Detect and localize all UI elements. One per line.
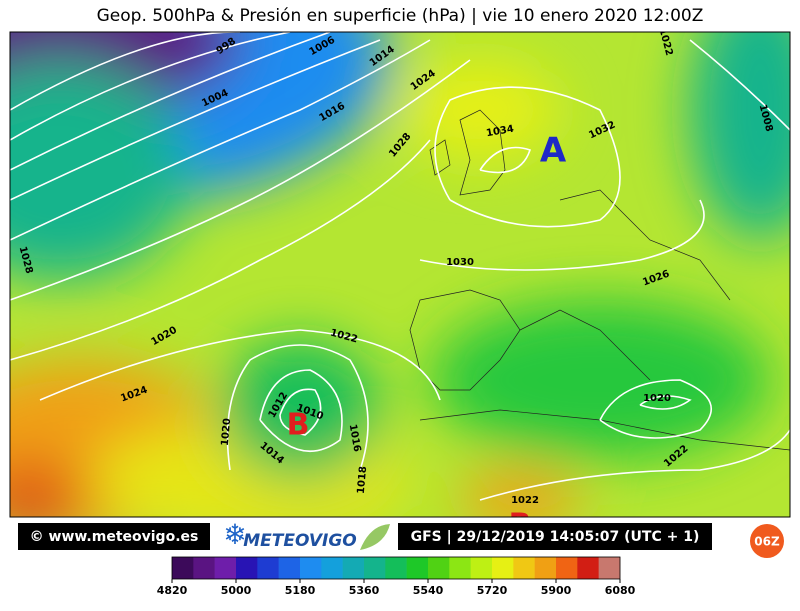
low-pressure-label: B (287, 408, 310, 443)
colorbar-swatch (214, 557, 237, 579)
title: Geop. 500hPa & Presión en superficie (hP… (97, 6, 704, 26)
colorbar-swatch (193, 557, 215, 579)
run-box (398, 523, 712, 550)
colorbar-tick-label: 5900 (541, 584, 572, 597)
colorbar-swatch (300, 557, 322, 579)
colorbar-swatch (449, 557, 471, 579)
badge-text: 06Z (754, 535, 780, 549)
colorbar-tick-label: 5720 (477, 584, 508, 597)
colorbar-swatch (470, 557, 493, 579)
svg-text:❄: ❄ (223, 518, 246, 551)
high-pressure-label: A (540, 131, 567, 171)
map-frame (9, 31, 791, 518)
colorbar-frame (171, 556, 621, 580)
colorbar-swatch (556, 557, 578, 579)
colorbar-swatch (236, 557, 258, 579)
isobar-label: 1034 (485, 124, 514, 140)
isobar-label: 1018 (356, 466, 369, 495)
map: 998 1006 1014 1024 1022 1008 1004 1016 1… (10, 32, 790, 543)
isobar-label: 1030 (446, 257, 474, 268)
colorbar-swatch (534, 557, 557, 579)
colorbar-tick-label: 4820 (157, 584, 188, 597)
colorbar-swatch (321, 557, 343, 579)
isobar-label: 1020 (643, 393, 671, 404)
isobar-label: 1020 (220, 418, 233, 447)
colorbar-swatch (257, 557, 279, 579)
colorbar-tick-label: 6080 (605, 584, 636, 597)
colorbar-swatch (342, 557, 365, 579)
colorbar-swatch (492, 557, 514, 579)
colorbar-tick-label: 5000 (221, 584, 252, 597)
site-text: © www.meteovigo.es (30, 529, 199, 545)
colorbar-swatch (172, 557, 194, 579)
logo: ❄ METEOVIGO (223, 518, 390, 551)
colorbar-swatch (406, 557, 429, 579)
colorbar: 4820 5000 5180 5360 5540 5720 5900 6080 (157, 556, 636, 597)
colorbar-swatch (577, 557, 599, 579)
brand: METEOVIGO (243, 531, 356, 551)
colorbar-swatch (278, 557, 301, 579)
colorbar-swatch (428, 557, 450, 579)
isobar-label: 1016 (347, 423, 363, 452)
colorbar-swatch (364, 557, 386, 579)
colorbar-swatch (513, 557, 535, 579)
colorbar-swatch (598, 557, 621, 579)
isobar-label: 1022 (511, 495, 539, 506)
colorbar-tick-label: 5540 (413, 584, 444, 597)
run-text: GFS | 29/12/2019 14:05:07 (UTC + 1) (411, 529, 700, 545)
colorbar-tick-label: 5360 (349, 584, 380, 597)
site-box (18, 523, 210, 550)
low-pressure-label: B (509, 508, 532, 543)
colorbar-swatch (385, 557, 407, 579)
colorbar-tick-label: 5180 (285, 584, 316, 597)
badge (750, 524, 784, 558)
